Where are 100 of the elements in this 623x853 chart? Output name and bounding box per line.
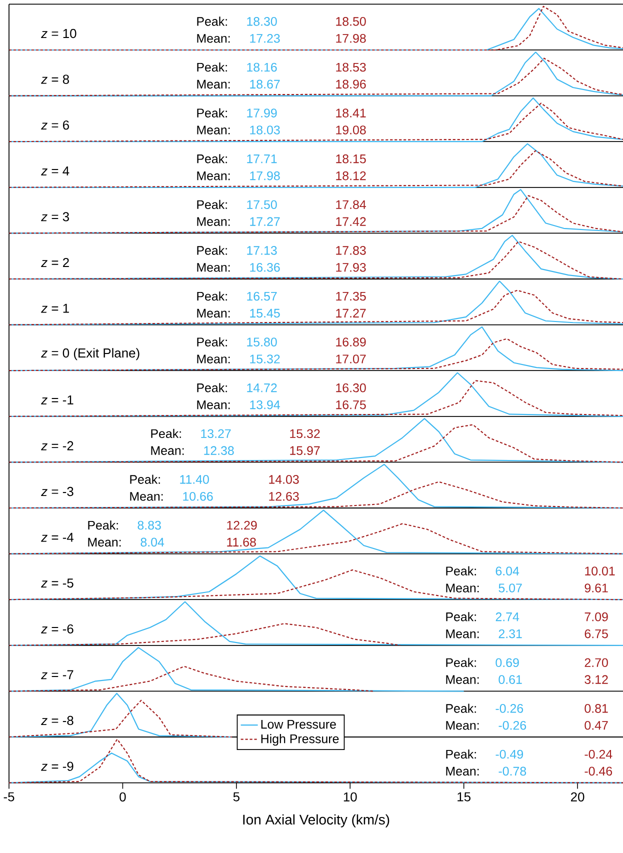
annotation: Peak:: [197, 200, 227, 210]
annotation: 14.72: [247, 383, 277, 392]
annotation: 18.15: [336, 154, 366, 164]
text: z = 0 (Exit Plane): [41, 348, 140, 360]
annotation: 16.57: [247, 292, 277, 301]
annotation: 18.67: [250, 80, 280, 89]
annotation: -0.78: [498, 766, 526, 776]
annotation: Peak:: [197, 16, 227, 26]
text: z = 4: [41, 166, 70, 176]
annotation: 17.98: [250, 171, 280, 180]
annotation: 0.81: [584, 704, 608, 713]
annotation: 15.32: [250, 354, 280, 364]
annotation: 3.12: [584, 675, 608, 684]
annotation: 18.53: [336, 62, 366, 72]
annotation: 18.96: [336, 80, 366, 89]
annotation: 18.03: [250, 126, 280, 134]
annotation: 17.98: [336, 34, 366, 43]
x-tick-label: 0: [120, 792, 126, 802]
annotation: 8.83: [138, 520, 161, 530]
x-tick-label: 10: [344, 792, 357, 802]
annotation: 17.42: [336, 217, 366, 226]
text: z = -2: [41, 441, 74, 450]
annotation: 15.97: [290, 446, 320, 455]
text: z = -5: [41, 578, 74, 588]
annotation: Peak:: [197, 154, 227, 164]
annotation: 17.27: [250, 217, 280, 226]
annotation: 0.61: [498, 675, 522, 684]
annotation: Peak:: [151, 428, 181, 438]
annotation: 17.23: [250, 34, 280, 43]
annotation: 15.32: [290, 429, 320, 438]
annotation: 0.69: [496, 658, 519, 668]
annotation: 18.16: [247, 62, 277, 72]
annotation: 16.75: [336, 400, 366, 410]
text: z = -1: [41, 395, 74, 404]
annotation: 10.66: [183, 492, 213, 501]
annotation: 18.30: [247, 17, 277, 26]
annotation: Peak:: [446, 704, 476, 713]
text: z = 3: [41, 212, 69, 222]
x-tick-label: 20: [570, 792, 584, 802]
annotation: 5.07: [498, 584, 522, 592]
annotation: 18.12: [336, 171, 366, 180]
annotation: Peak:: [197, 246, 227, 255]
annotation: 15.45: [250, 308, 280, 318]
annotation: -0.24: [584, 750, 612, 759]
annotation: 2.70: [584, 658, 608, 668]
annotation: 16.36: [250, 262, 280, 272]
annotation: Peak:: [446, 566, 476, 576]
annotation: 9.61: [584, 584, 608, 592]
text: z = 1: [41, 304, 69, 313]
annotation: 16.89: [336, 338, 366, 346]
annotation: -0.26: [496, 704, 524, 713]
annotation: 12.38: [204, 446, 234, 455]
text: z = -6: [41, 624, 74, 634]
x-tick-label: -5: [4, 792, 14, 802]
annotation: Mean:: [197, 217, 230, 226]
annotation: Mean:: [197, 34, 230, 43]
annotation: 7.09: [584, 612, 608, 622]
annotation: 2.31: [498, 629, 522, 638]
annotation: Mean:: [130, 492, 163, 501]
annotation: 17.35: [336, 292, 366, 301]
annotation: Mean:: [197, 354, 230, 364]
annotation: 17.07: [336, 354, 366, 364]
annotation: 18.41: [336, 108, 366, 118]
annotation: Peak:: [197, 383, 227, 392]
text: z = -7: [41, 670, 74, 680]
annotation: 17.99: [247, 108, 277, 118]
annotation: Peak:: [197, 337, 227, 346]
annotation: Mean:: [197, 308, 230, 318]
annotation: 2.74: [496, 612, 520, 622]
text: z = 10: [41, 28, 76, 38]
annotation: 12.29: [227, 520, 257, 530]
annotation: -0.49: [496, 750, 524, 759]
annotation: -0.26: [498, 720, 526, 730]
annotation: 17.27: [336, 308, 366, 318]
annotation: Mean:: [446, 630, 479, 638]
x-tick-label: 15: [458, 792, 470, 802]
annotation: Peak:: [446, 612, 476, 622]
annotation: 6.04: [496, 566, 520, 576]
annotation: Peak:: [197, 291, 227, 301]
annotation: 14.03: [269, 475, 299, 484]
annotation: 19.08: [336, 126, 366, 134]
annotation: Mean:: [446, 766, 479, 776]
annotation: Mean:: [197, 263, 230, 272]
annotation: Peak:: [88, 520, 118, 530]
annotation: Mean:: [446, 584, 479, 592]
annotation: 17.71: [247, 154, 277, 164]
text: z = -8: [41, 716, 74, 726]
annotation: 17.13: [247, 246, 277, 255]
text: z = 2: [41, 258, 69, 268]
annotation: Mean:: [151, 446, 184, 455]
annotation: 17.93: [336, 262, 366, 272]
annotation: Mean:: [197, 126, 230, 134]
annotation: 10.01: [585, 566, 615, 576]
annotation: Peak:: [446, 658, 476, 668]
annotation: Peak:: [130, 474, 160, 484]
annotation: 12.63: [269, 492, 299, 501]
annotation: 11.68: [227, 538, 256, 547]
legend-label: Low Pressure: [261, 720, 336, 729]
x-axis-title: Ion Axial Velocity (km/s): [243, 814, 390, 828]
annotation: 15.80: [247, 338, 277, 346]
